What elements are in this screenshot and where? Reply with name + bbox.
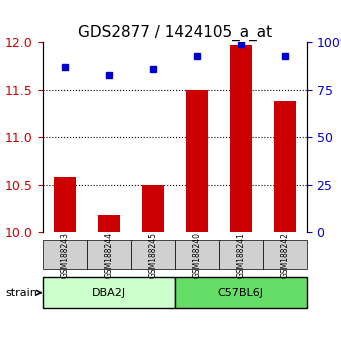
Text: GSM188242: GSM188242	[280, 232, 290, 278]
FancyBboxPatch shape	[219, 240, 263, 269]
Text: C57BL6J: C57BL6J	[218, 288, 264, 298]
FancyBboxPatch shape	[43, 240, 87, 269]
Bar	[186, 90, 208, 232]
Text: GSM188245: GSM188245	[148, 232, 157, 278]
Bar	[54, 177, 76, 232]
Bar	[274, 101, 296, 232]
FancyBboxPatch shape	[175, 277, 307, 308]
FancyBboxPatch shape	[87, 240, 131, 269]
FancyBboxPatch shape	[175, 240, 219, 269]
Title: GDS2877 / 1424105_a_at: GDS2877 / 1424105_a_at	[78, 25, 272, 41]
Text: GSM188240: GSM188240	[192, 232, 201, 278]
Bar	[142, 185, 164, 232]
Text: GSM188244: GSM188244	[104, 232, 113, 278]
Text: GSM188241: GSM188241	[236, 232, 245, 278]
FancyBboxPatch shape	[43, 277, 175, 308]
Bar	[98, 215, 120, 232]
FancyBboxPatch shape	[263, 240, 307, 269]
Text: GSM188243: GSM188243	[60, 232, 69, 278]
Text: strain: strain	[5, 288, 41, 298]
Text: DBA2J: DBA2J	[92, 288, 126, 298]
FancyBboxPatch shape	[131, 240, 175, 269]
Bar	[230, 45, 252, 232]
